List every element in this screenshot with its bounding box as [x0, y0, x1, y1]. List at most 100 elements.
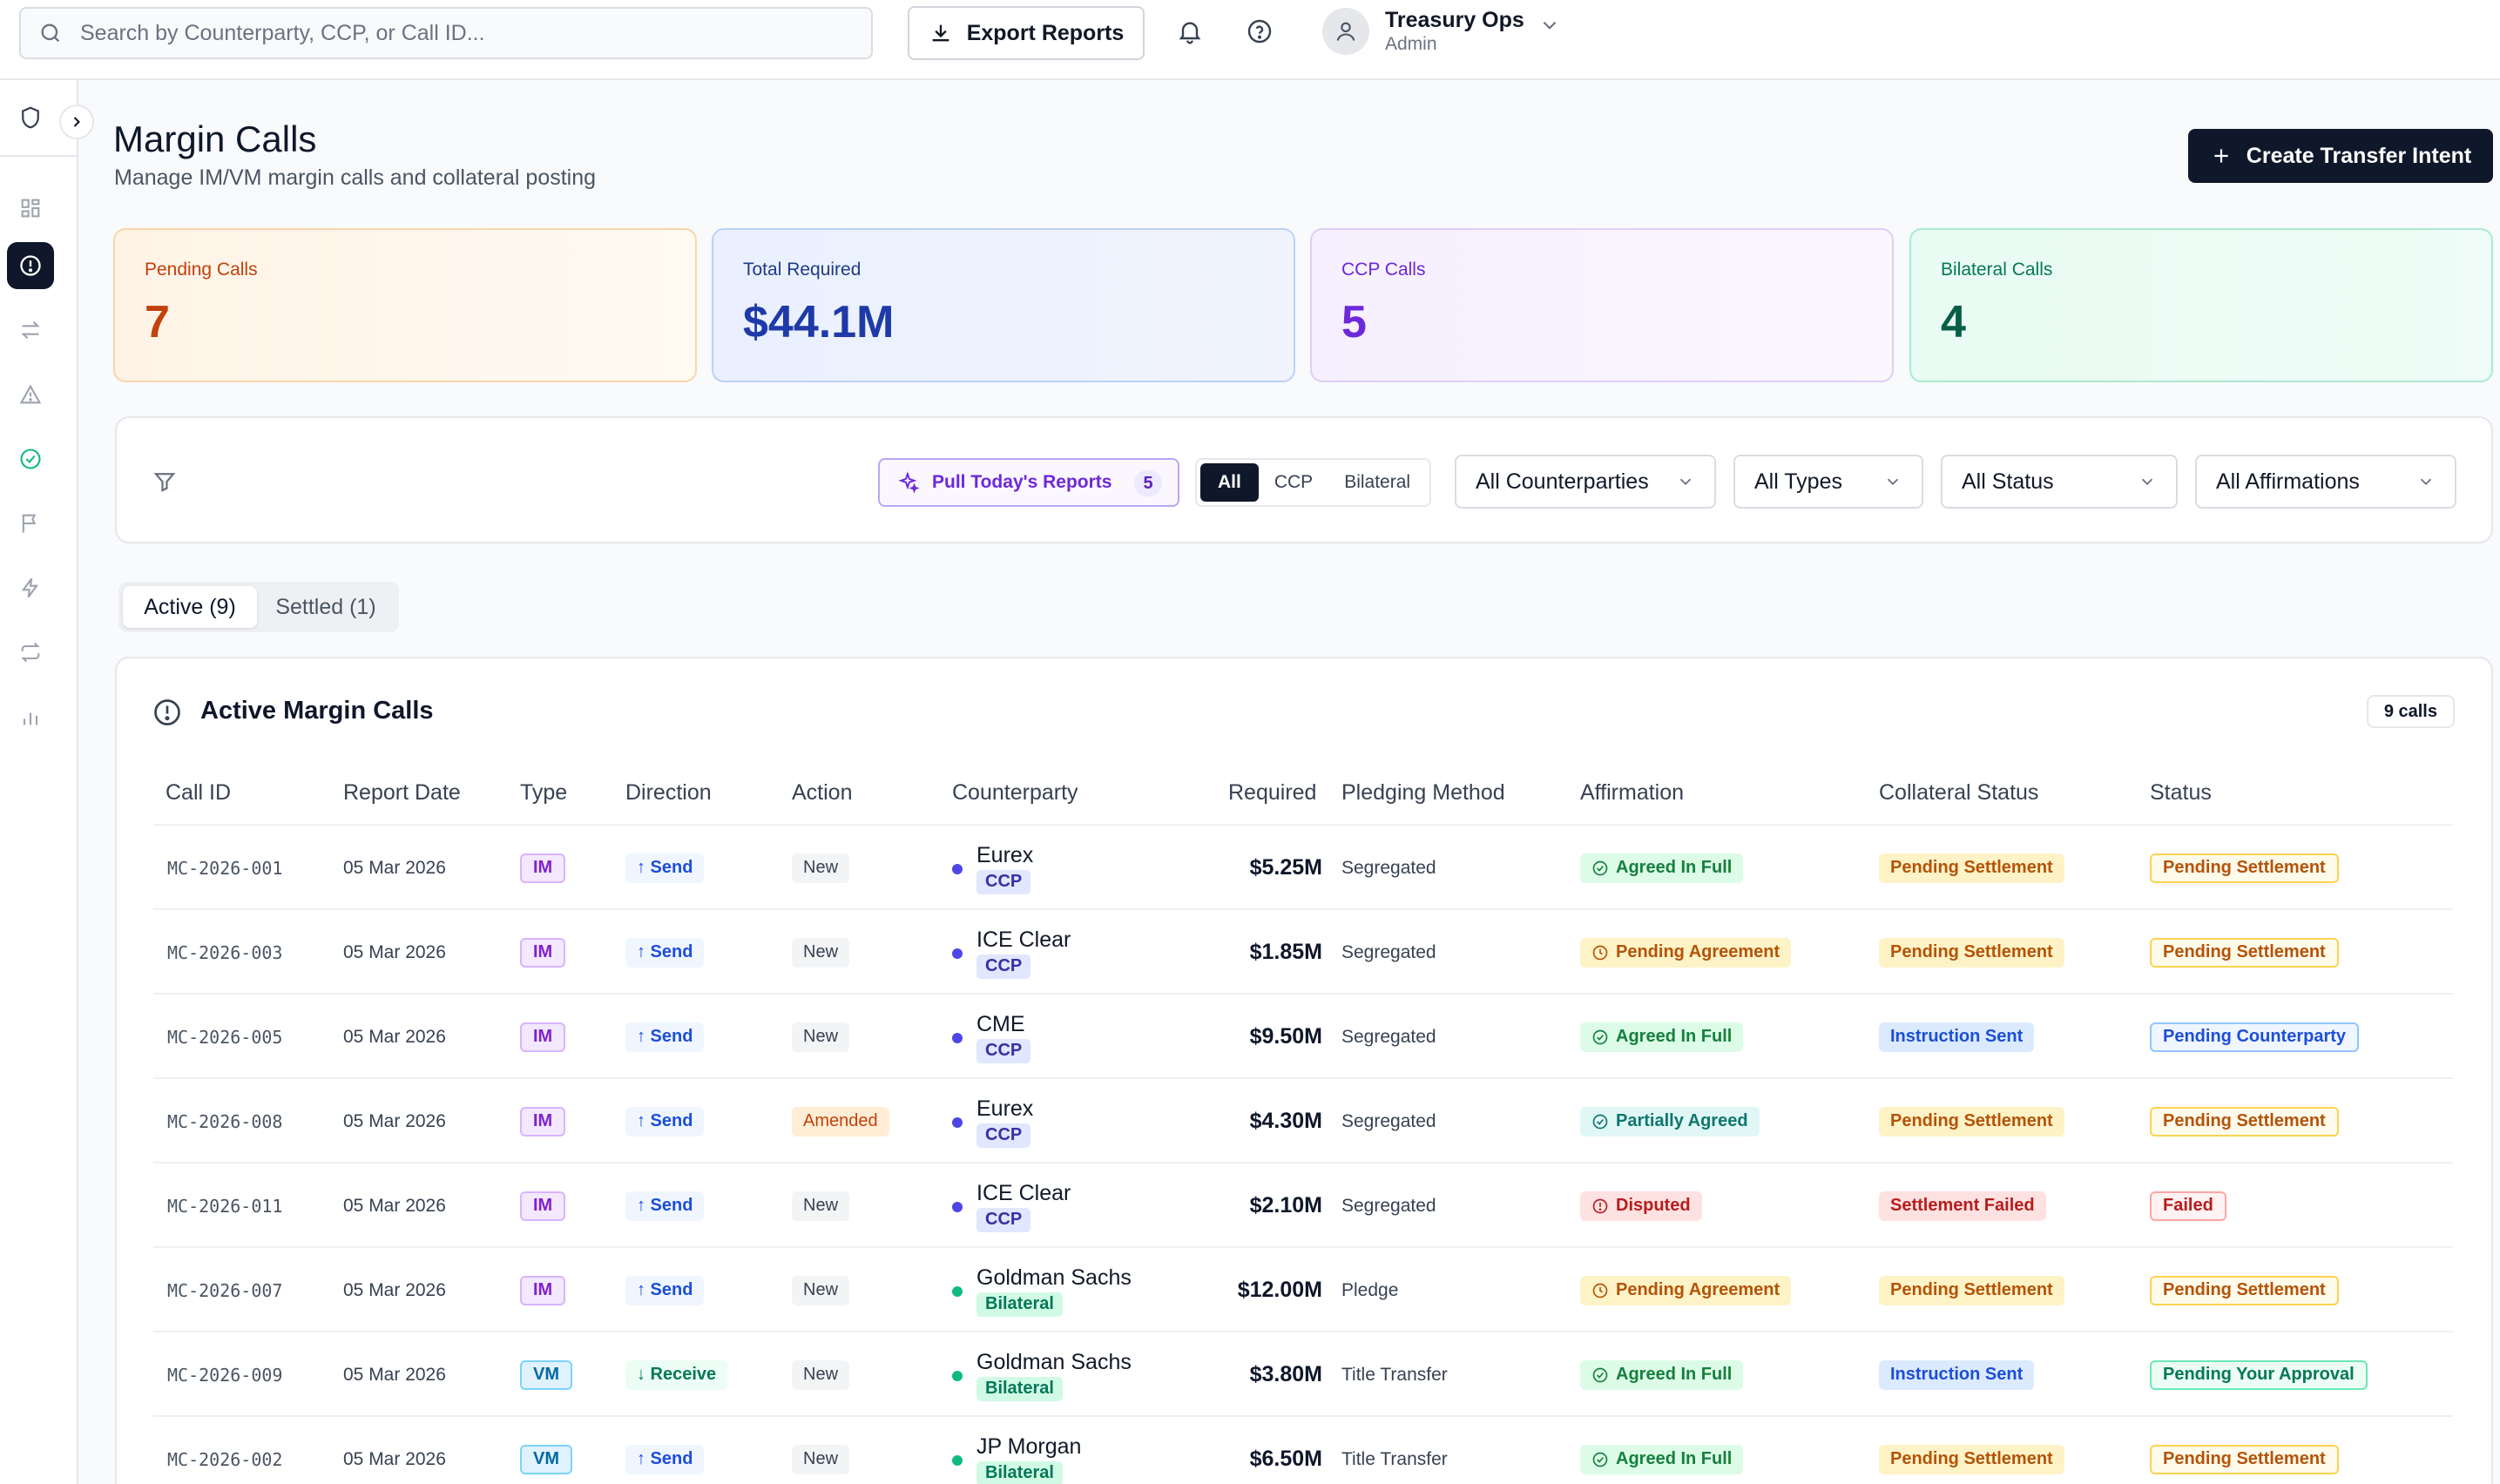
col-affirmation[interactable]: Affirmation: [1580, 780, 1685, 805]
help-icon[interactable]: [1246, 17, 1274, 45]
segment-bilateral[interactable]: Bilateral: [1344, 472, 1411, 492]
collateral-status-badge: Instruction Sent: [1879, 1022, 2035, 1052]
report-date: 05 Mar 2026: [343, 1364, 446, 1385]
affirmation-badge: Agreed In Full: [1580, 1022, 1744, 1052]
shield-icon[interactable]: [17, 105, 44, 131]
segment-ccp[interactable]: CCP: [1274, 472, 1314, 492]
search-box[interactable]: [19, 7, 873, 59]
collateral-status-badge: Settlement Failed: [1879, 1191, 2046, 1221]
col-pledging-method[interactable]: Pledging Method: [1341, 780, 1505, 805]
grid-icon: [21, 199, 40, 218]
pledging-method: Pledge: [1341, 1279, 1399, 1300]
col-action[interactable]: Action: [792, 780, 853, 805]
pull-todays-reports-button[interactable]: Pull Today's Reports 5: [878, 458, 1179, 507]
required-amount: $12.00M: [1237, 1278, 1322, 1302]
action-badge: New: [792, 1022, 850, 1052]
pull-count-badge: 5: [1134, 470, 1162, 496]
counterparty-select-value: All Counterparties: [1476, 469, 1649, 494]
direction-badge: ↑ Send: [625, 853, 705, 883]
pull-todays-reports-label: Pull Today's Reports: [932, 472, 1112, 492]
calls-count-badge: 9 calls: [2366, 695, 2455, 728]
alert-circle-icon: [154, 699, 180, 725]
call-id[interactable]: MC-2026-001: [167, 857, 283, 879]
sidebar-item-automation[interactable]: [7, 564, 54, 611]
collateral-status-badge: Pending Settlement: [1879, 1275, 2064, 1305]
plus-icon: [2214, 149, 2228, 163]
search-input[interactable]: [80, 20, 847, 46]
table-row[interactable]: MC-2026-001 05 Mar 2026 IM ↑ Send New Eurex CC…: [153, 824, 2453, 908]
col-collateral-status[interactable]: Collateral Status: [1879, 780, 2039, 805]
table-row[interactable]: MC-2026-007 05 Mar 2026 IM ↑ Send New Goldman…: [153, 1246, 2453, 1331]
col-required[interactable]: Required: [1228, 780, 1317, 805]
counterparty-select[interactable]: All Counterparties: [1455, 455, 1716, 509]
type-select-value: All Types: [1754, 469, 1842, 494]
affirmation-label: Pending Agreement: [1616, 942, 1780, 961]
col-direction[interactable]: Direction: [625, 780, 712, 805]
call-id[interactable]: MC-2026-007: [167, 1279, 283, 1301]
stat-label: Pending Calls: [145, 260, 258, 280]
check-circle-icon: [1592, 1367, 1608, 1382]
table-row[interactable]: MC-2026-003 05 Mar 2026 IM ↑ Send New ICE Cle…: [153, 908, 2453, 993]
create-transfer-intent-button[interactable]: Create Transfer Intent: [2188, 129, 2493, 183]
direction-badge: ↑ Send: [625, 1191, 705, 1221]
tab-active[interactable]: Active (9): [123, 586, 257, 628]
type-badge: IM: [520, 853, 566, 883]
sidebar-item-dashboard[interactable]: [7, 185, 54, 232]
sidebar-item-approvals[interactable]: [7, 435, 54, 482]
affirmation-select[interactable]: All Affirmations: [2195, 455, 2456, 509]
call-id[interactable]: MC-2026-009: [167, 1364, 283, 1386]
user-menu[interactable]: Treasury Ops Admin: [1322, 7, 1561, 56]
report-date: 05 Mar 2026: [343, 1195, 446, 1216]
page-title: Margin Calls: [113, 118, 317, 159]
call-id[interactable]: MC-2026-002: [167, 1448, 283, 1470]
collateral-status-badge: Pending Settlement: [1879, 1444, 2064, 1474]
sidebar-item-alerts[interactable]: [7, 371, 54, 418]
call-id[interactable]: MC-2026-011: [167, 1195, 283, 1217]
counterparty-type-badge: CCP: [976, 869, 1031, 894]
export-reports-button[interactable]: Export Reports: [908, 6, 1145, 60]
direction-badge: ↑ Send: [625, 937, 705, 968]
user-icon: [1336, 22, 1355, 41]
action-badge: New: [792, 1275, 850, 1305]
col-status[interactable]: Status: [2150, 780, 2212, 805]
type-badge: IM: [520, 1022, 566, 1052]
call-id[interactable]: MC-2026-003: [167, 941, 283, 963]
table-row[interactable]: MC-2026-011 05 Mar 2026 IM ↑ Send New ICE Cle…: [153, 1162, 2453, 1246]
tab-settled[interactable]: Settled (1): [275, 594, 376, 619]
sidebar-item-margin-calls[interactable]: [7, 242, 54, 289]
sidebar-item-flags[interactable]: [7, 500, 54, 547]
check-circle-icon: [1592, 1452, 1608, 1467]
create-transfer-intent-label: Create Transfer Intent: [2246, 143, 2472, 168]
action-badge: New: [792, 1444, 850, 1474]
top-bar: Export Reports Treasury Ops Admin: [0, 0, 2500, 80]
sidebar-item-transfers[interactable]: [7, 307, 54, 354]
status-select[interactable]: All Status: [1941, 455, 2178, 509]
segment-all[interactable]: All: [1200, 463, 1259, 502]
col-counterparty[interactable]: Counterparty: [952, 780, 1078, 805]
counterparty-dot: [952, 948, 963, 959]
col-call-id[interactable]: Call ID: [166, 780, 232, 805]
type-select[interactable]: All Types: [1733, 455, 1923, 509]
type-badge: IM: [520, 1106, 566, 1137]
sidebar-item-analytics[interactable]: [7, 693, 54, 740]
table-row[interactable]: MC-2026-002 05 Mar 2026 VM ↑ Send New JP Morg…: [153, 1415, 2453, 1484]
chevron-down-icon: [1679, 478, 1692, 486]
sidebar-expand-button[interactable]: [59, 105, 94, 139]
table-row[interactable]: MC-2026-008 05 Mar 2026 IM ↑ Send Amended Eur…: [153, 1077, 2453, 1162]
affirmation-label: Agreed In Full: [1616, 858, 1733, 877]
type-badge: IM: [520, 1275, 566, 1305]
col-type[interactable]: Type: [520, 780, 568, 805]
sidebar-item-reconciliation[interactable]: [7, 629, 54, 676]
counterparty-dot: [952, 1202, 963, 1212]
counterparty-name: Eurex: [976, 1096, 1034, 1121]
stat-label: Total Required: [743, 260, 861, 280]
type-badge: IM: [520, 937, 566, 968]
collateral-status-badge: Pending Settlement: [1879, 937, 2064, 968]
call-id[interactable]: MC-2026-005: [167, 1026, 283, 1048]
collateral-status-badge: Instruction Sent: [1879, 1359, 2035, 1390]
call-id[interactable]: MC-2026-008: [167, 1110, 283, 1132]
bell-icon[interactable]: [1176, 17, 1204, 45]
table-row[interactable]: MC-2026-009 05 Mar 2026 VM ↓ Receive New Gold…: [153, 1331, 2453, 1415]
col-report-date[interactable]: Report Date: [343, 780, 461, 805]
table-row[interactable]: MC-2026-005 05 Mar 2026 IM ↑ Send New CME CCP $…: [153, 993, 2453, 1077]
